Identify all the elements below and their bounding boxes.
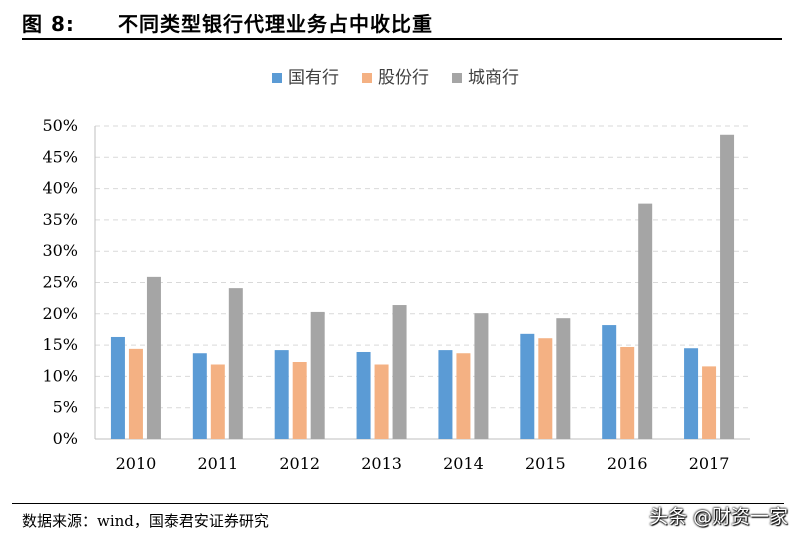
x-tick-label: 2011 — [197, 454, 238, 473]
bar — [210, 364, 225, 439]
bar — [474, 313, 489, 439]
bar — [292, 362, 307, 439]
legend-label: 股份行 — [378, 68, 429, 88]
x-tick-label: 2017 — [689, 454, 730, 473]
legend-swatch — [452, 73, 462, 83]
y-tick-label: 50% — [42, 116, 78, 135]
y-tick-label: 35% — [42, 210, 78, 229]
y-tick-label: 45% — [42, 147, 78, 166]
figure-number: 图 8: — [22, 12, 75, 36]
bar — [438, 350, 453, 439]
bar — [374, 364, 389, 439]
bar — [720, 134, 735, 439]
legend-label: 城商行 — [468, 68, 519, 88]
y-tick-label: 5% — [53, 398, 78, 417]
bar — [274, 350, 289, 439]
legend-label: 国有行 — [288, 68, 339, 88]
x-tick-label: 2014 — [443, 454, 484, 473]
figure-header: 图 8: 不同类型银行代理业务占中收比重 — [22, 4, 782, 40]
x-tick-label: 2010 — [116, 454, 157, 473]
y-tick-label: 0% — [53, 429, 78, 448]
bar — [702, 366, 717, 439]
bar — [228, 288, 243, 439]
y-tick-label: 30% — [42, 241, 78, 260]
y-tick-label: 40% — [42, 179, 78, 198]
x-tick-label: 2016 — [607, 454, 648, 473]
bar — [128, 348, 143, 439]
y-tick-label: 20% — [42, 304, 78, 323]
bar — [192, 353, 207, 439]
bar — [392, 305, 407, 439]
bar — [520, 333, 535, 439]
bar — [146, 276, 161, 439]
bar — [620, 346, 635, 439]
data-source: 数据来源：wind，国泰君安证券研究 — [22, 512, 269, 530]
x-tick-label: 2013 — [361, 454, 402, 473]
bar-chart: 0% 5% 10% 15% 20% 25% 30% 35% 40% 45% 50% 2010 2011 2… — [42, 68, 750, 473]
bar — [556, 318, 571, 439]
x-tick-label: 2012 — [279, 454, 320, 473]
legend-swatch — [272, 73, 282, 83]
watermark: 头条 @财资一家 — [648, 506, 788, 528]
bar — [538, 338, 553, 439]
bar — [456, 353, 471, 439]
bar — [602, 325, 617, 439]
bar — [684, 348, 699, 439]
x-tick-label: 2015 — [525, 454, 566, 473]
bar — [110, 336, 125, 439]
figure-title: 不同类型银行代理业务占中收比重 — [118, 12, 433, 36]
bar — [356, 351, 371, 439]
y-tick-label: 25% — [42, 273, 78, 292]
y-tick-label: 10% — [42, 366, 78, 385]
legend-swatch — [362, 73, 372, 83]
bar — [310, 311, 325, 439]
bar — [638, 203, 653, 439]
y-tick-label: 15% — [42, 335, 78, 354]
footer-divider — [12, 503, 784, 504]
